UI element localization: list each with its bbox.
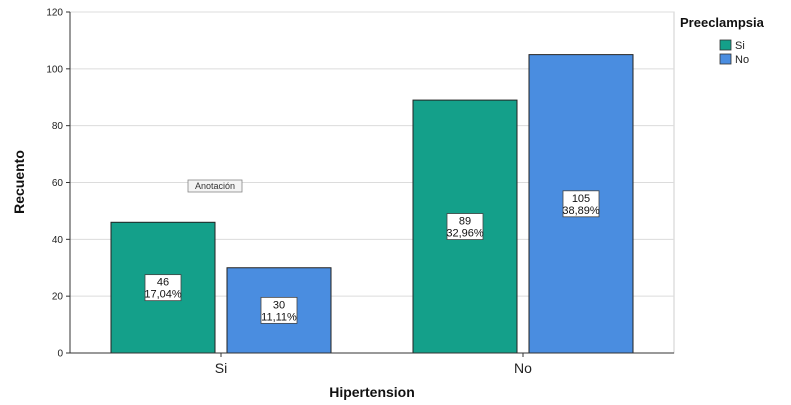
legend-title: Preeclampsia [680, 15, 765, 30]
x-axis-title: Hipertension [329, 384, 415, 400]
data-label-count: 30 [273, 299, 285, 311]
data-label-percent: 32,96% [446, 228, 484, 240]
x-axis-categories: Si No [215, 353, 532, 376]
data-label-count: 89 [459, 216, 471, 228]
y-axis-ticks: 0 20 40 60 80 100 120 [46, 8, 70, 360]
y-tick-label: 20 [52, 292, 64, 303]
y-tick-label: 40 [52, 235, 64, 246]
y-tick-label: 120 [46, 8, 63, 19]
bars [110, 54, 634, 354]
annotation-box: Anotación [187, 179, 243, 193]
data-label-box [562, 190, 600, 218]
y-tick-label: 100 [46, 64, 63, 75]
x-tick-label: No [514, 360, 532, 376]
y-axis-title: Recuento [11, 150, 27, 214]
y-tick-label: 0 [57, 349, 63, 360]
legend: Preeclampsia Si No [680, 15, 765, 66]
legend-label-si: Si [735, 40, 745, 52]
data-label-count: 105 [572, 193, 590, 205]
data-label-box [144, 274, 182, 302]
y-tick-label: 60 [52, 178, 64, 189]
data-label-percent: 17,04% [144, 289, 182, 301]
data-label-percent: 11,11% [261, 311, 297, 323]
x-tick-label: Si [215, 360, 227, 376]
annotation-text: Anotación [195, 181, 235, 191]
data-label-box [446, 213, 484, 240]
data-label-percent: 38,89% [562, 205, 600, 217]
data-label-box [260, 296, 298, 324]
legend-swatch-no [719, 53, 732, 65]
data-label-count: 46 [157, 277, 169, 289]
y-tick-label: 80 [52, 121, 64, 132]
legend-label-no: No [735, 54, 749, 66]
legend-swatch-si [719, 39, 732, 51]
